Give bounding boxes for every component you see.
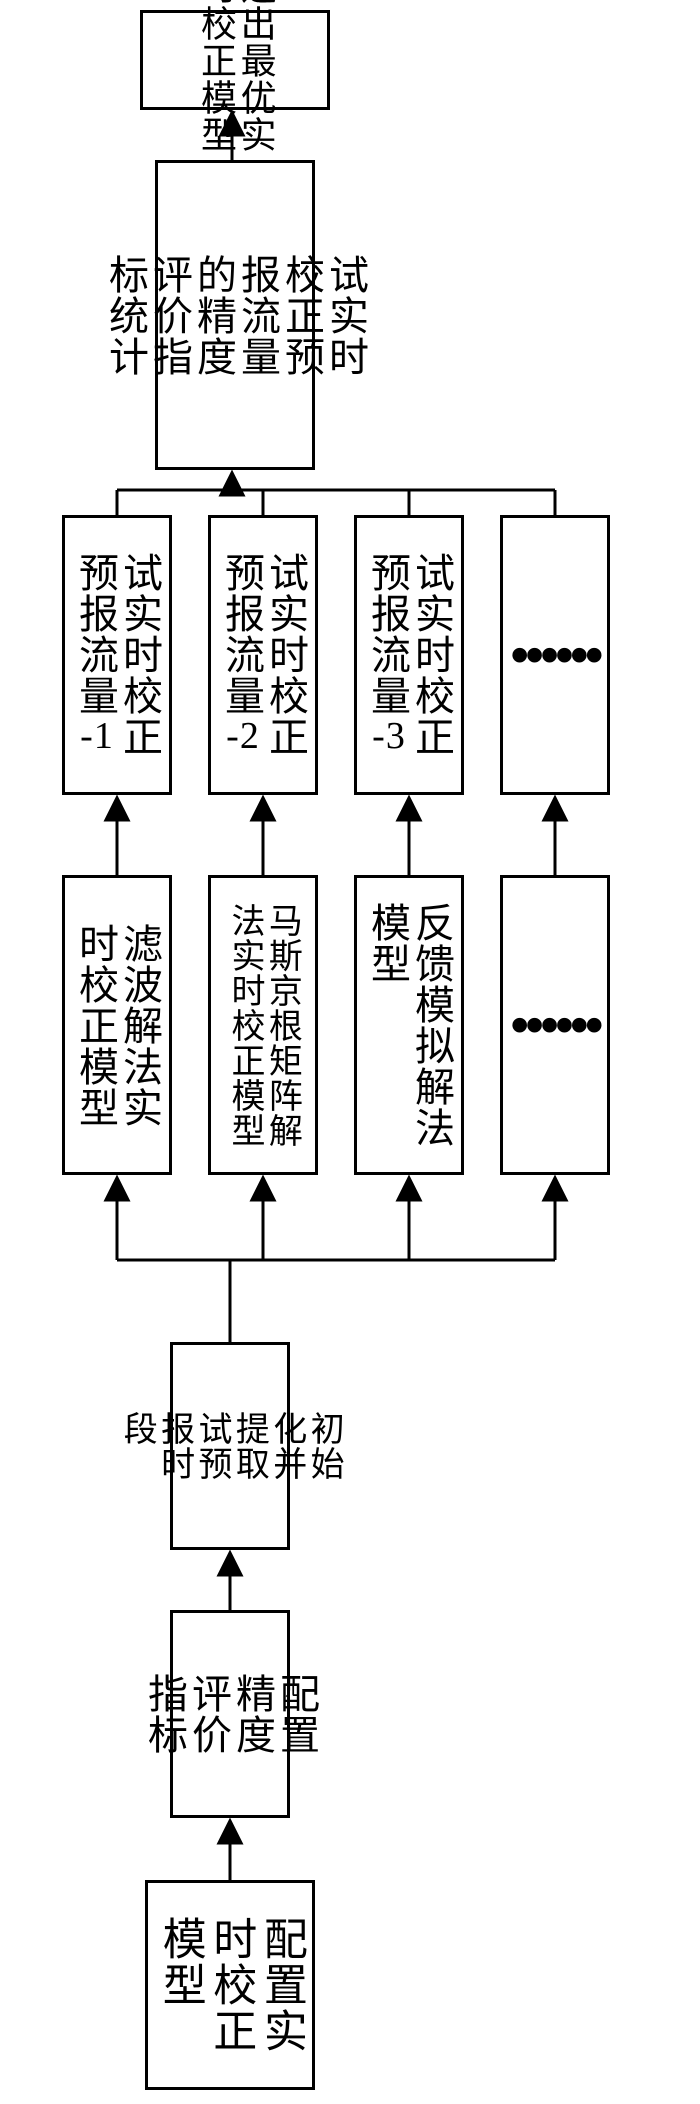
label-init-extract: 初始 化并 提取 试预 报时 段 bbox=[118, 1411, 342, 1481]
box-method-filter: 滤波解法实 时校正模型 bbox=[62, 875, 172, 1175]
label-statistics: 试实时 校正预 报流量 的精度 评价指 标统计 bbox=[103, 254, 367, 377]
box-output: 选出最优实 时校正模型 bbox=[140, 10, 330, 110]
box-config-precision-index: 配置 精度 评价 指标 bbox=[170, 1610, 290, 1818]
box-result-3: 试实时校正 预报流量-3 bbox=[354, 515, 464, 795]
label-method-filter: 滤波解法实 时校正模型 bbox=[73, 923, 161, 1128]
label-output: 选出最优实 时校正模型 bbox=[195, 0, 274, 153]
dots-result: •••••• bbox=[510, 624, 599, 686]
label-method-muskingum: 马斯京根矩阵解 法实时校正模型 bbox=[226, 903, 301, 1148]
label-result-3: 试实时校正 预报流量-3 bbox=[365, 552, 453, 758]
box-init-extract: 初始 化并 提取 试预 报时 段 bbox=[170, 1342, 290, 1550]
box-method-muskingum: 马斯京根矩阵解 法实时校正模型 bbox=[208, 875, 318, 1175]
label-method-feedback: 反馈模拟解法 模型 bbox=[365, 902, 453, 1148]
box-result-2: 试实时校正 预报流量-2 bbox=[208, 515, 318, 795]
box-method-feedback: 反馈模拟解法 模型 bbox=[354, 875, 464, 1175]
box-config-rt-model: 配置实 时校正 模型 bbox=[145, 1880, 315, 2090]
box-statistics: 试实时 校正预 报流量 的精度 评价指 标统计 bbox=[155, 160, 315, 470]
box-result-more: •••••• bbox=[500, 515, 610, 795]
label-result-1: 试实时校正 预报流量-1 bbox=[73, 552, 161, 758]
dots-method: •••••• bbox=[510, 994, 599, 1056]
label-result-2: 试实时校正 预报流量-2 bbox=[219, 552, 307, 758]
label-config-precision-index: 配置 精度 评价 指标 bbox=[142, 1673, 318, 1755]
box-method-more: •••••• bbox=[500, 875, 610, 1175]
box-result-1: 试实时校正 预报流量-1 bbox=[62, 515, 172, 795]
label-config-rt-model: 配置实 时校正 模型 bbox=[154, 1916, 306, 2054]
